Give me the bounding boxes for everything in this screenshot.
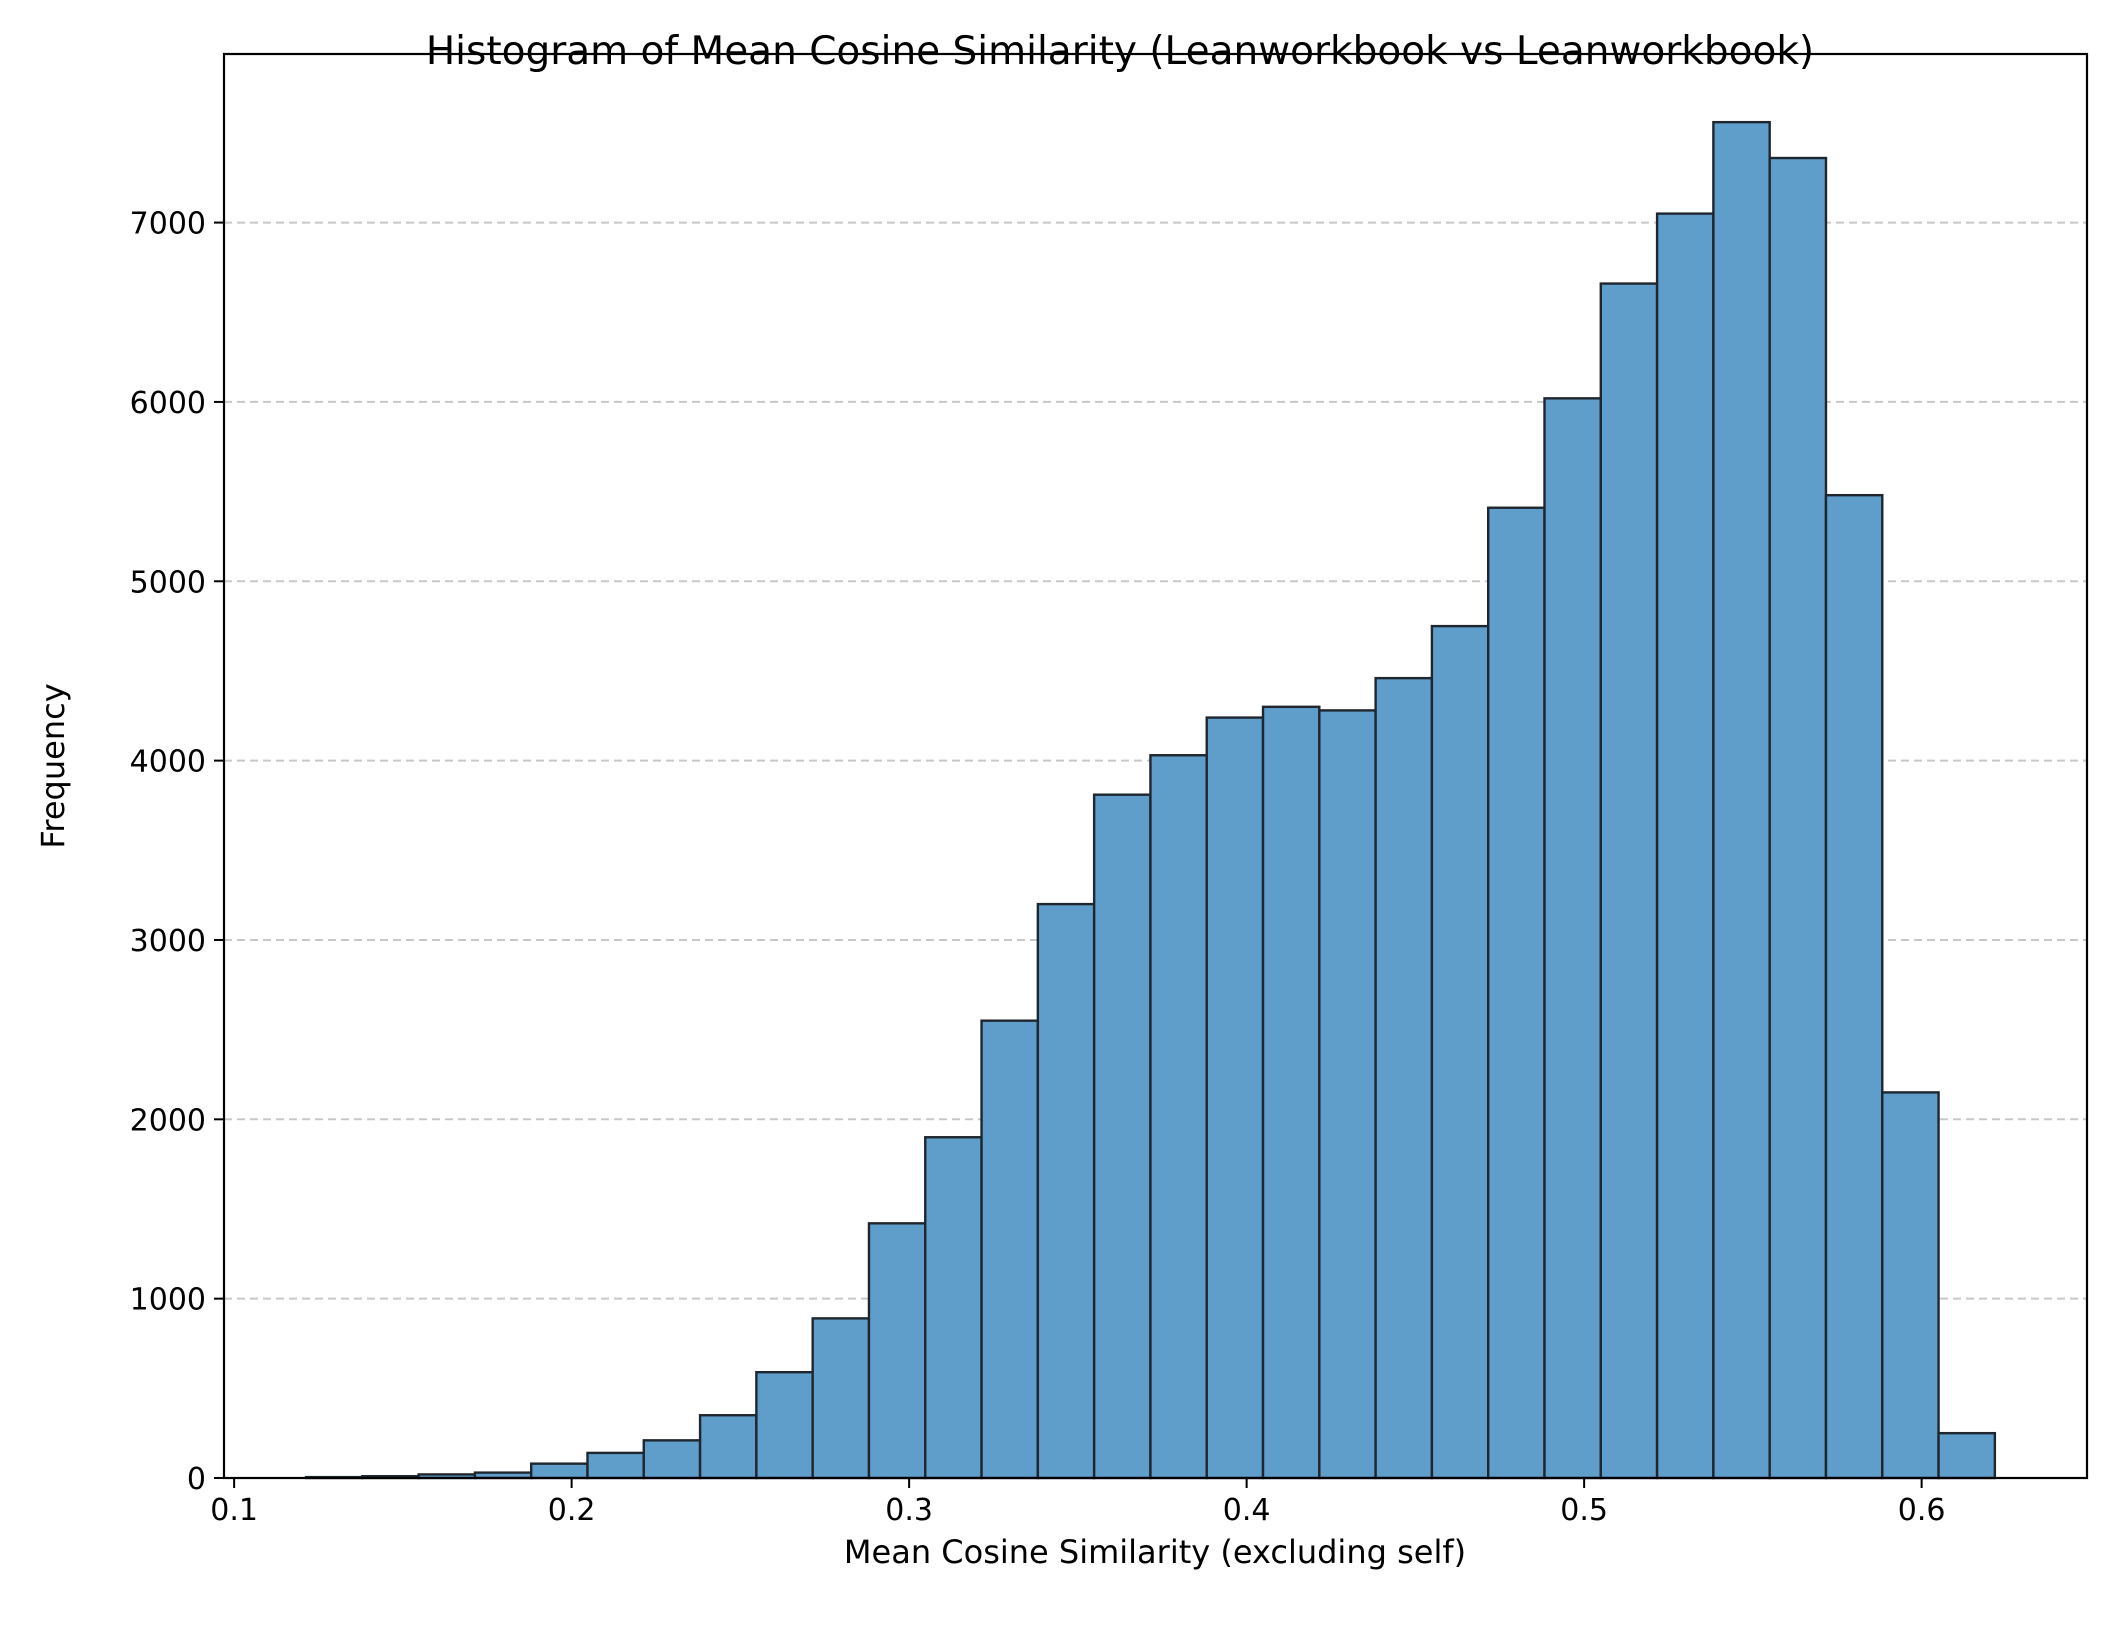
plot-frame — [222, 52, 2089, 1480]
y-tick-label: 0 — [187, 1462, 206, 1497]
y-tick-label: 3000 — [130, 924, 206, 959]
histogram-bar — [755, 1370, 814, 1480]
histogram-bar — [1092, 793, 1152, 1480]
y-tick-label: 5000 — [130, 565, 206, 600]
histogram-bar — [1487, 506, 1546, 1480]
histogram-bar — [1768, 156, 1828, 1480]
histogram-bar — [1655, 212, 1715, 1480]
histogram-bar — [1543, 397, 1602, 1480]
x-axis: 0.1 0.2 0.3 0.4 0.5 0.6 — [210, 1478, 1945, 1528]
histogram-bar — [642, 1439, 702, 1480]
histogram-bar — [586, 1451, 645, 1480]
y-tick-label: 6000 — [130, 386, 206, 421]
y-tick-label: 4000 — [130, 745, 206, 780]
histogram-bar — [1937, 1431, 1997, 1480]
histogram-bar — [980, 1019, 1040, 1480]
y-tick-label: 7000 — [130, 207, 206, 242]
histogram-bar — [1318, 709, 1377, 1480]
x-tick-label: 0.3 — [885, 1493, 933, 1528]
histogram-bar — [1149, 754, 1208, 1480]
histogram-bar — [1036, 902, 1096, 1480]
histogram-bar — [1430, 624, 1490, 1480]
x-tick-label: 0.6 — [1898, 1493, 1946, 1528]
histogram-bar — [1261, 705, 1321, 1480]
x-tick-label: 0.4 — [1223, 1493, 1271, 1528]
x-tick-label: 0.2 — [548, 1493, 596, 1528]
histogram-bar — [1824, 493, 1884, 1480]
y-tick-label: 2000 — [130, 1103, 206, 1138]
y-tick-label: 1000 — [130, 1283, 206, 1318]
histogram-bar — [698, 1414, 758, 1480]
y-axis-label: Frequency — [34, 683, 72, 848]
histogram-bar — [1599, 282, 1659, 1480]
histogram-bar — [811, 1317, 871, 1480]
bars — [304, 120, 1997, 1480]
histogram-bar — [1374, 676, 1434, 1480]
histogram-bar — [1712, 120, 1771, 1480]
histogram-bar — [1881, 1091, 1940, 1480]
histogram-bar — [1205, 716, 1265, 1480]
x-tick-label: 0.1 — [210, 1493, 258, 1528]
x-tick-label: 0.5 — [1560, 1493, 1608, 1528]
histogram-bar — [924, 1136, 983, 1480]
chart-title: Histogram of Mean Cosine Similarity (Lea… — [426, 29, 1814, 74]
histogram-bar — [867, 1222, 927, 1480]
y-axis: 0 1000 2000 3000 4000 5000 6000 7000 — [130, 207, 224, 1497]
histogram-bar — [529, 1462, 589, 1480]
x-axis-label: Mean Cosine Similarity (excluding self) — [844, 1533, 1466, 1571]
